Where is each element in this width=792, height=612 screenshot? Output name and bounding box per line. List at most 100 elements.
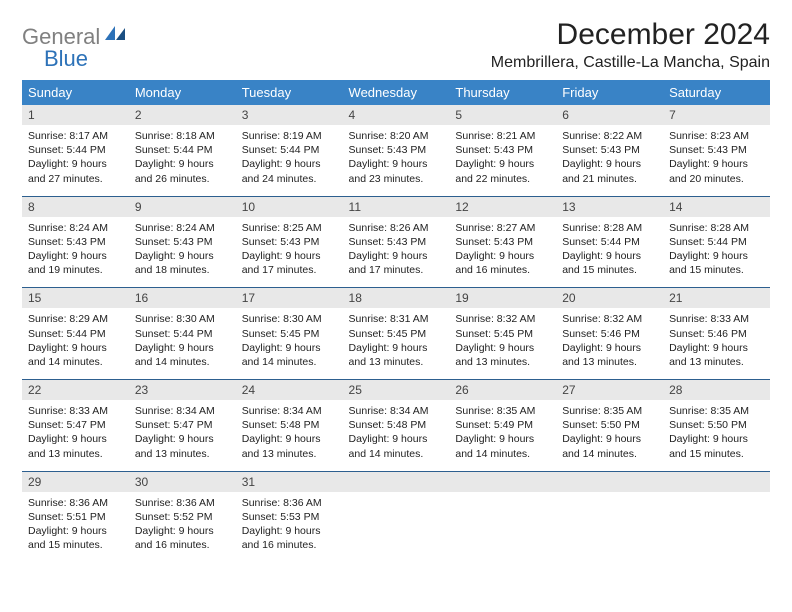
day-line-d1: Daylight: 9 hours xyxy=(242,249,337,263)
day-line-sr: Sunrise: 8:17 AM xyxy=(28,129,123,143)
day-line-ss: Sunset: 5:53 PM xyxy=(242,510,337,524)
day-number: 5 xyxy=(449,105,556,125)
day-line-sr: Sunrise: 8:29 AM xyxy=(28,312,123,326)
day-number: 8 xyxy=(22,196,129,217)
day-line-ss: Sunset: 5:44 PM xyxy=(135,143,230,157)
day-line-ss: Sunset: 5:48 PM xyxy=(242,418,337,432)
day-number: 12 xyxy=(449,196,556,217)
day-line-d1: Daylight: 9 hours xyxy=(349,341,444,355)
day-line-sr: Sunrise: 8:36 AM xyxy=(242,496,337,510)
day-line-d2: and 13 minutes. xyxy=(455,355,550,369)
day-cell: Sunrise: 8:27 AMSunset: 5:43 PMDaylight:… xyxy=(449,217,556,288)
day-line-ss: Sunset: 5:43 PM xyxy=(669,143,764,157)
day-number: 4 xyxy=(343,105,450,125)
day-number: 17 xyxy=(236,288,343,309)
day-line-d1: Daylight: 9 hours xyxy=(135,524,230,538)
day-line-d1: Daylight: 9 hours xyxy=(349,157,444,171)
day-cell: Sunrise: 8:33 AMSunset: 5:47 PMDaylight:… xyxy=(22,400,129,471)
day-cell xyxy=(663,492,770,563)
day-number: 10 xyxy=(236,196,343,217)
day-line-d2: and 20 minutes. xyxy=(669,172,764,186)
day-line-d1: Daylight: 9 hours xyxy=(28,341,123,355)
day-number: 19 xyxy=(449,288,556,309)
day-number: 11 xyxy=(343,196,450,217)
day-line-sr: Sunrise: 8:21 AM xyxy=(455,129,550,143)
day-line-ss: Sunset: 5:50 PM xyxy=(669,418,764,432)
day-line-ss: Sunset: 5:44 PM xyxy=(28,327,123,341)
day-line-sr: Sunrise: 8:28 AM xyxy=(562,221,657,235)
day-line-ss: Sunset: 5:43 PM xyxy=(455,235,550,249)
day-line-d2: and 16 minutes. xyxy=(135,538,230,552)
day-line-d2: and 14 minutes. xyxy=(135,355,230,369)
day-line-d1: Daylight: 9 hours xyxy=(669,249,764,263)
day-line-ss: Sunset: 5:43 PM xyxy=(349,143,444,157)
day-line-d1: Daylight: 9 hours xyxy=(669,432,764,446)
day-cell: Sunrise: 8:28 AMSunset: 5:44 PMDaylight:… xyxy=(556,217,663,288)
day-line-d1: Daylight: 9 hours xyxy=(135,341,230,355)
day-cell xyxy=(556,492,663,563)
week-row: Sunrise: 8:36 AMSunset: 5:51 PMDaylight:… xyxy=(22,492,770,563)
day-line-d2: and 13 minutes. xyxy=(135,447,230,461)
week-row: Sunrise: 8:24 AMSunset: 5:43 PMDaylight:… xyxy=(22,217,770,288)
day-number: 29 xyxy=(22,471,129,492)
day-number: 31 xyxy=(236,471,343,492)
day-line-ss: Sunset: 5:46 PM xyxy=(669,327,764,341)
day-line-d2: and 13 minutes. xyxy=(28,447,123,461)
day-cell: Sunrise: 8:18 AMSunset: 5:44 PMDaylight:… xyxy=(129,125,236,196)
day-header: Friday xyxy=(556,80,663,105)
day-cell: Sunrise: 8:36 AMSunset: 5:51 PMDaylight:… xyxy=(22,492,129,563)
day-line-d1: Daylight: 9 hours xyxy=(562,157,657,171)
day-line-d1: Daylight: 9 hours xyxy=(135,249,230,263)
day-line-d2: and 16 minutes. xyxy=(242,538,337,552)
day-number: 27 xyxy=(556,380,663,401)
day-line-d1: Daylight: 9 hours xyxy=(135,157,230,171)
day-line-d2: and 13 minutes. xyxy=(349,355,444,369)
day-line-ss: Sunset: 5:49 PM xyxy=(455,418,550,432)
day-line-d1: Daylight: 9 hours xyxy=(135,432,230,446)
day-line-d2: and 14 minutes. xyxy=(562,447,657,461)
day-line-sr: Sunrise: 8:26 AM xyxy=(349,221,444,235)
day-line-d2: and 13 minutes. xyxy=(669,355,764,369)
day-number: 22 xyxy=(22,380,129,401)
day-line-sr: Sunrise: 8:35 AM xyxy=(669,404,764,418)
day-line-d1: Daylight: 9 hours xyxy=(669,341,764,355)
day-cell: Sunrise: 8:35 AMSunset: 5:50 PMDaylight:… xyxy=(556,400,663,471)
day-line-sr: Sunrise: 8:25 AM xyxy=(242,221,337,235)
day-cell: Sunrise: 8:30 AMSunset: 5:45 PMDaylight:… xyxy=(236,308,343,379)
day-cell: Sunrise: 8:25 AMSunset: 5:43 PMDaylight:… xyxy=(236,217,343,288)
day-header: Saturday xyxy=(663,80,770,105)
day-line-ss: Sunset: 5:45 PM xyxy=(242,327,337,341)
day-line-sr: Sunrise: 8:24 AM xyxy=(28,221,123,235)
day-cell: Sunrise: 8:20 AMSunset: 5:43 PMDaylight:… xyxy=(343,125,450,196)
day-number: 25 xyxy=(343,380,450,401)
day-number xyxy=(449,471,556,492)
day-number: 13 xyxy=(556,196,663,217)
day-line-ss: Sunset: 5:44 PM xyxy=(562,235,657,249)
day-line-sr: Sunrise: 8:34 AM xyxy=(242,404,337,418)
week-row: Sunrise: 8:17 AMSunset: 5:44 PMDaylight:… xyxy=(22,125,770,196)
logo-blue-text-wrap: Blue xyxy=(44,46,88,72)
day-number: 1 xyxy=(22,105,129,125)
day-line-ss: Sunset: 5:43 PM xyxy=(349,235,444,249)
day-line-d1: Daylight: 9 hours xyxy=(455,157,550,171)
day-line-d1: Daylight: 9 hours xyxy=(28,249,123,263)
day-number: 7 xyxy=(663,105,770,125)
day-line-d1: Daylight: 9 hours xyxy=(242,432,337,446)
day-line-ss: Sunset: 5:44 PM xyxy=(242,143,337,157)
day-line-sr: Sunrise: 8:24 AM xyxy=(135,221,230,235)
day-line-d2: and 16 minutes. xyxy=(455,263,550,277)
day-line-ss: Sunset: 5:43 PM xyxy=(135,235,230,249)
day-line-d1: Daylight: 9 hours xyxy=(455,432,550,446)
day-number xyxy=(556,471,663,492)
daynum-row: 1234567 xyxy=(22,105,770,125)
day-line-d1: Daylight: 9 hours xyxy=(242,341,337,355)
day-line-d2: and 26 minutes. xyxy=(135,172,230,186)
day-line-d1: Daylight: 9 hours xyxy=(562,432,657,446)
day-line-sr: Sunrise: 8:32 AM xyxy=(562,312,657,326)
day-cell: Sunrise: 8:19 AMSunset: 5:44 PMDaylight:… xyxy=(236,125,343,196)
day-line-sr: Sunrise: 8:33 AM xyxy=(28,404,123,418)
day-cell: Sunrise: 8:36 AMSunset: 5:53 PMDaylight:… xyxy=(236,492,343,563)
day-line-sr: Sunrise: 8:30 AM xyxy=(242,312,337,326)
day-line-d1: Daylight: 9 hours xyxy=(562,341,657,355)
day-header: Sunday xyxy=(22,80,129,105)
